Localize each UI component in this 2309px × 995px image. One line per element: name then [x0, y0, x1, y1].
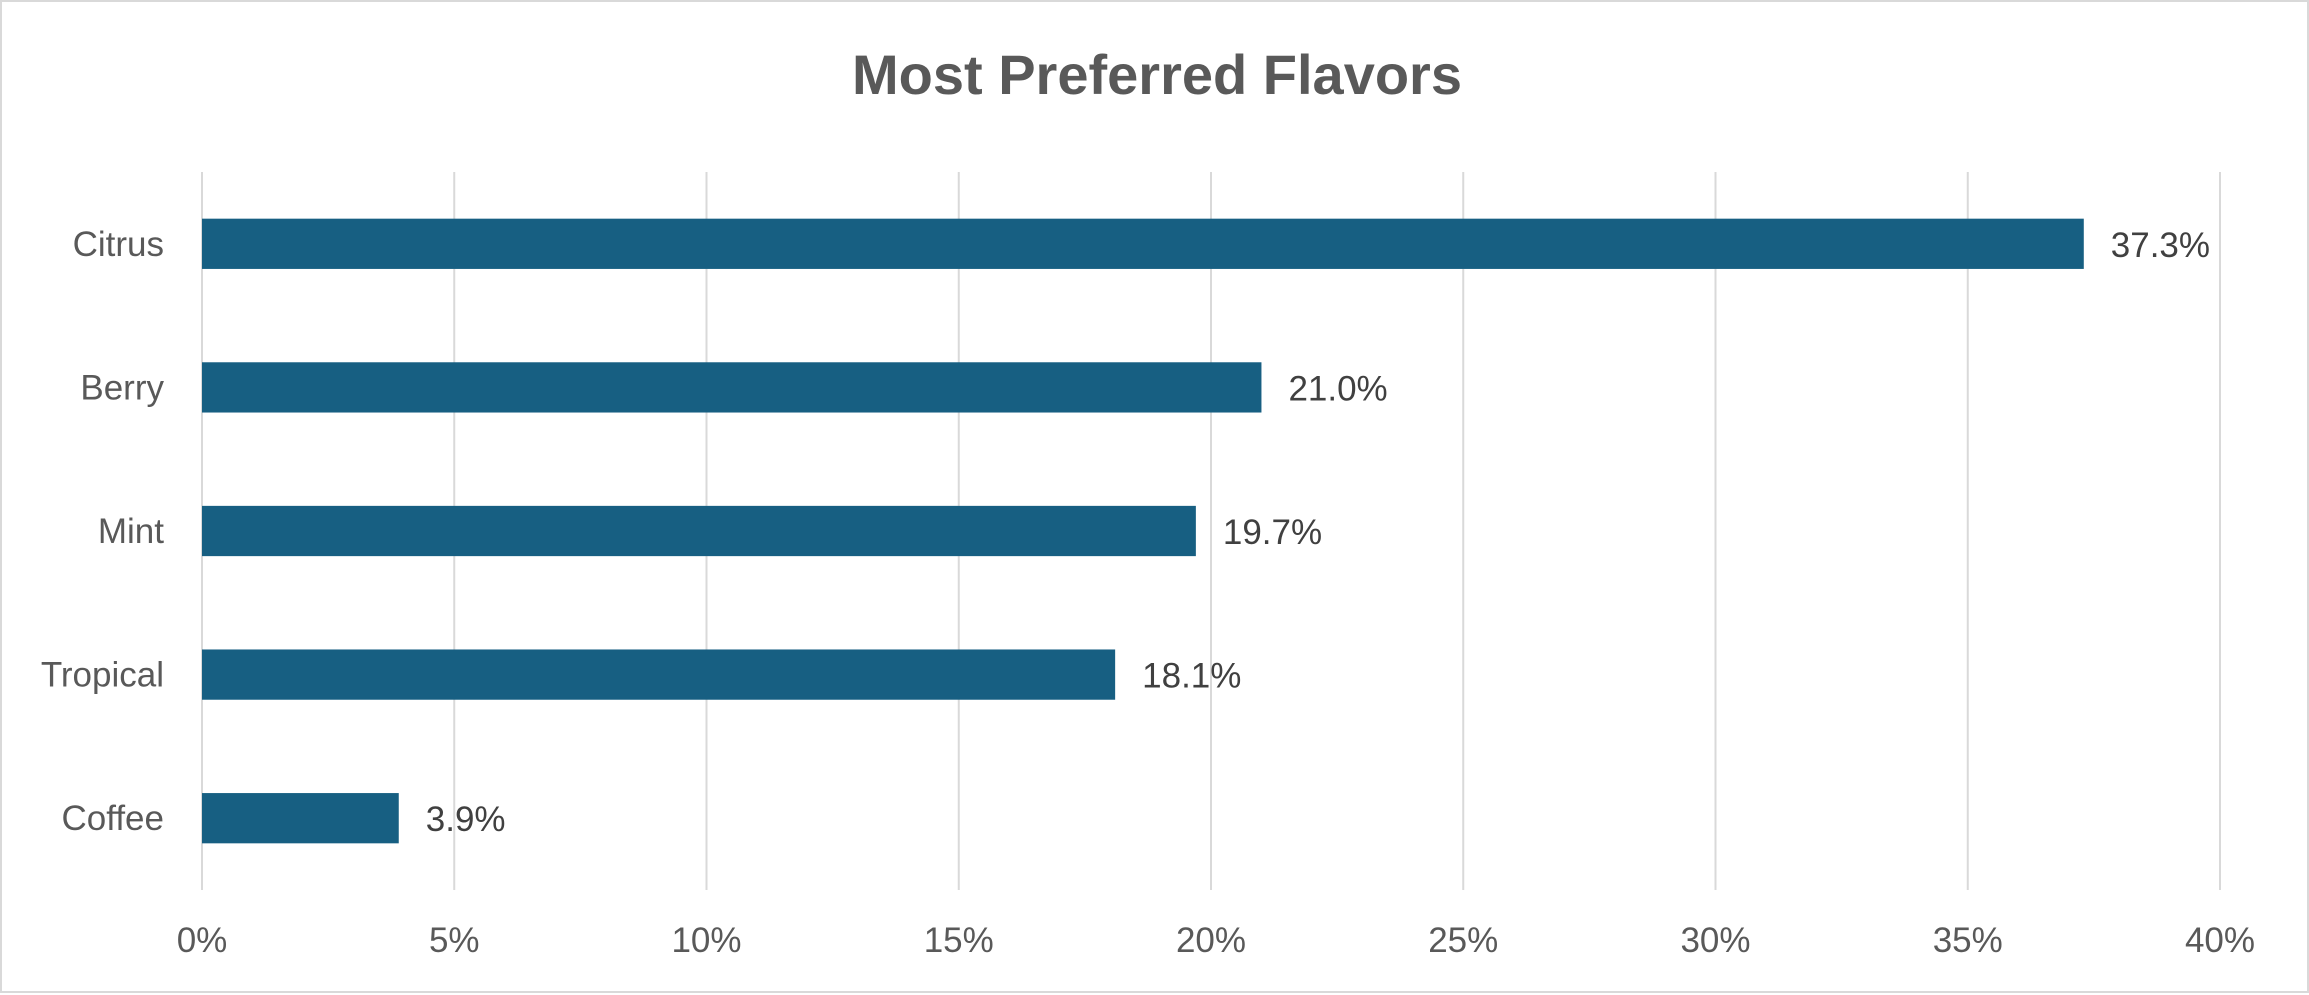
- data-label-tropical: 18.1%: [1142, 657, 1241, 696]
- category-label-berry: Berry: [80, 368, 164, 407]
- category-label-coffee: Coffee: [62, 799, 165, 838]
- data-label-citrus: 37.3%: [2111, 226, 2210, 265]
- bar-tropical: [202, 649, 1116, 700]
- x-tick-label-8: 40%: [2185, 921, 2255, 960]
- bars: [202, 218, 2084, 844]
- x-tick-label-1: 5%: [429, 921, 480, 960]
- x-tick-label-6: 30%: [1680, 921, 1750, 960]
- labels: 0% 5% 10% 15% 20% 25% 30% 35% 40% Citrus 37.3% Berr…: [41, 225, 2255, 960]
- data-label-coffee: 3.9%: [426, 800, 506, 839]
- x-tick-label-4: 20%: [1176, 921, 1246, 960]
- x-tick-label-3: 15%: [924, 921, 994, 960]
- gridlines: [201, 172, 2221, 890]
- category-label-citrus: Citrus: [73, 225, 164, 264]
- category-label-tropical: Tropical: [41, 656, 164, 695]
- data-label-mint: 19.7%: [1223, 513, 1322, 552]
- x-tick-label-0: 0%: [177, 921, 228, 960]
- x-tick-label-5: 25%: [1428, 921, 1498, 960]
- bar-citrus: [202, 218, 2084, 269]
- bar-mint: [202, 505, 1196, 557]
- x-tick-label-7: 35%: [1933, 921, 2003, 960]
- data-label-berry: 21.0%: [1288, 369, 1387, 408]
- chart-title: Most Preferred Flavors: [852, 43, 1462, 106]
- category-label-mint: Mint: [98, 512, 164, 551]
- bar-coffee: [202, 793, 399, 844]
- bar-berry: [202, 362, 1262, 413]
- x-tick-label-2: 10%: [671, 921, 741, 960]
